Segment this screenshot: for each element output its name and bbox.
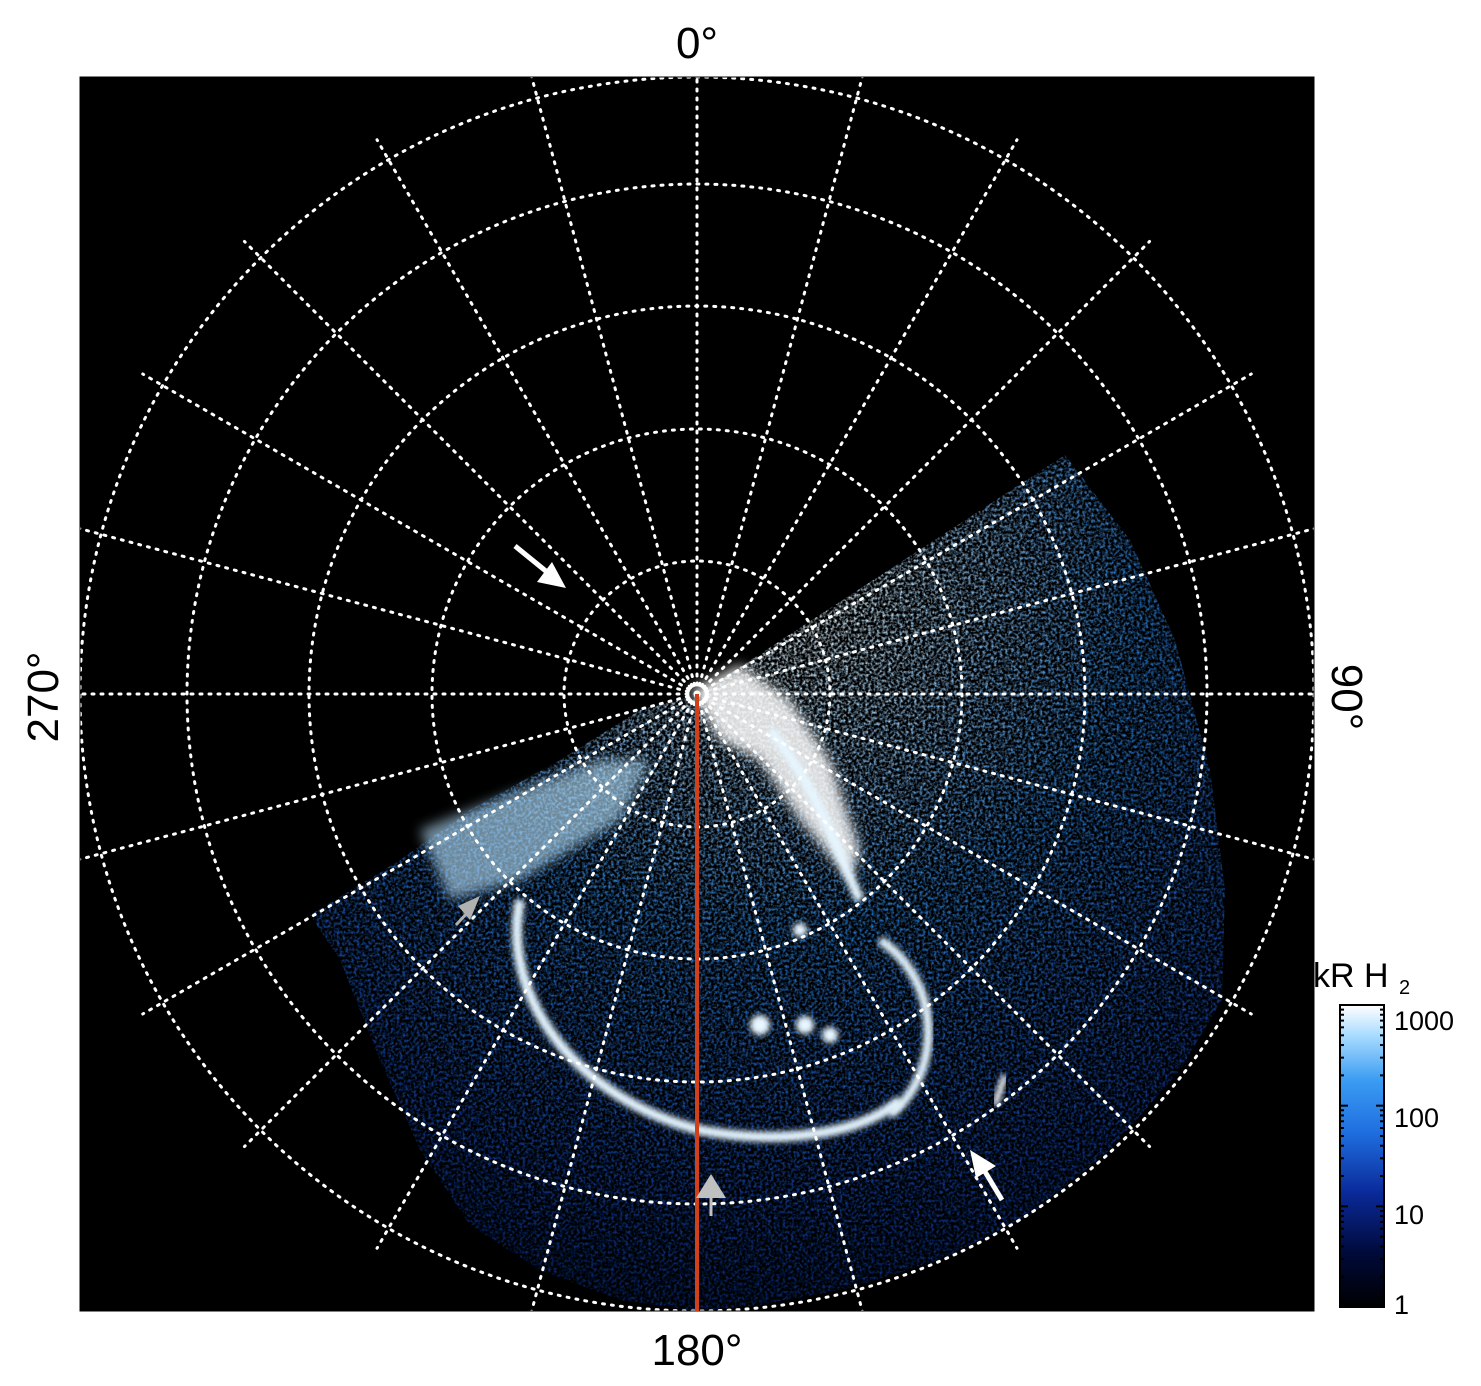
colorbar-tick-10: 10	[1394, 1200, 1424, 1230]
meridian-195	[530, 692, 699, 1311]
colorbar: kR H 2 1000 100 10 1	[1313, 957, 1454, 1320]
label-bottom: 180°	[651, 1326, 742, 1375]
meridian-120	[695, 692, 1253, 1016]
meridian-210	[375, 692, 699, 1250]
colorbar-tick-marks	[1340, 1008, 1384, 1308]
label-left: 270°	[19, 651, 68, 742]
meridian-60	[695, 372, 1253, 696]
meridian-240	[141, 692, 699, 1016]
meridian-225	[242, 692, 699, 1149]
white-arrow-lower-right	[970, 1150, 1005, 1202]
gray-arrow-bottom	[696, 1174, 726, 1216]
meridian-135	[695, 692, 1152, 1149]
meridian-105	[695, 692, 1314, 861]
white-arrow-upper-left	[513, 544, 566, 588]
colorbar-tick-100: 100	[1394, 1103, 1439, 1133]
colorbar-tick-1000: 1000	[1394, 1006, 1454, 1036]
colorbar-title: kR H	[1313, 957, 1389, 995]
meridian-30	[695, 138, 1019, 696]
meridian-315	[242, 239, 699, 696]
colorbar-tick-1: 1	[1394, 1290, 1409, 1320]
meridian-15	[695, 77, 864, 696]
meridian-165	[695, 692, 864, 1311]
meridian-150	[695, 692, 1019, 1250]
meridian-75	[695, 527, 1314, 696]
meridian-300	[141, 372, 699, 696]
meridian-255	[80, 692, 699, 861]
colorbar-gradient	[1339, 1004, 1385, 1308]
meridian-285	[80, 527, 699, 696]
meridian-330	[375, 138, 699, 696]
meridian-45	[695, 239, 1152, 696]
colorbar-title-subscript: 2	[1399, 977, 1410, 999]
label-right: 90°	[1322, 664, 1371, 731]
label-top: 0°	[676, 19, 718, 68]
meridian-345	[530, 77, 699, 696]
gray-arrow-left	[454, 896, 480, 927]
